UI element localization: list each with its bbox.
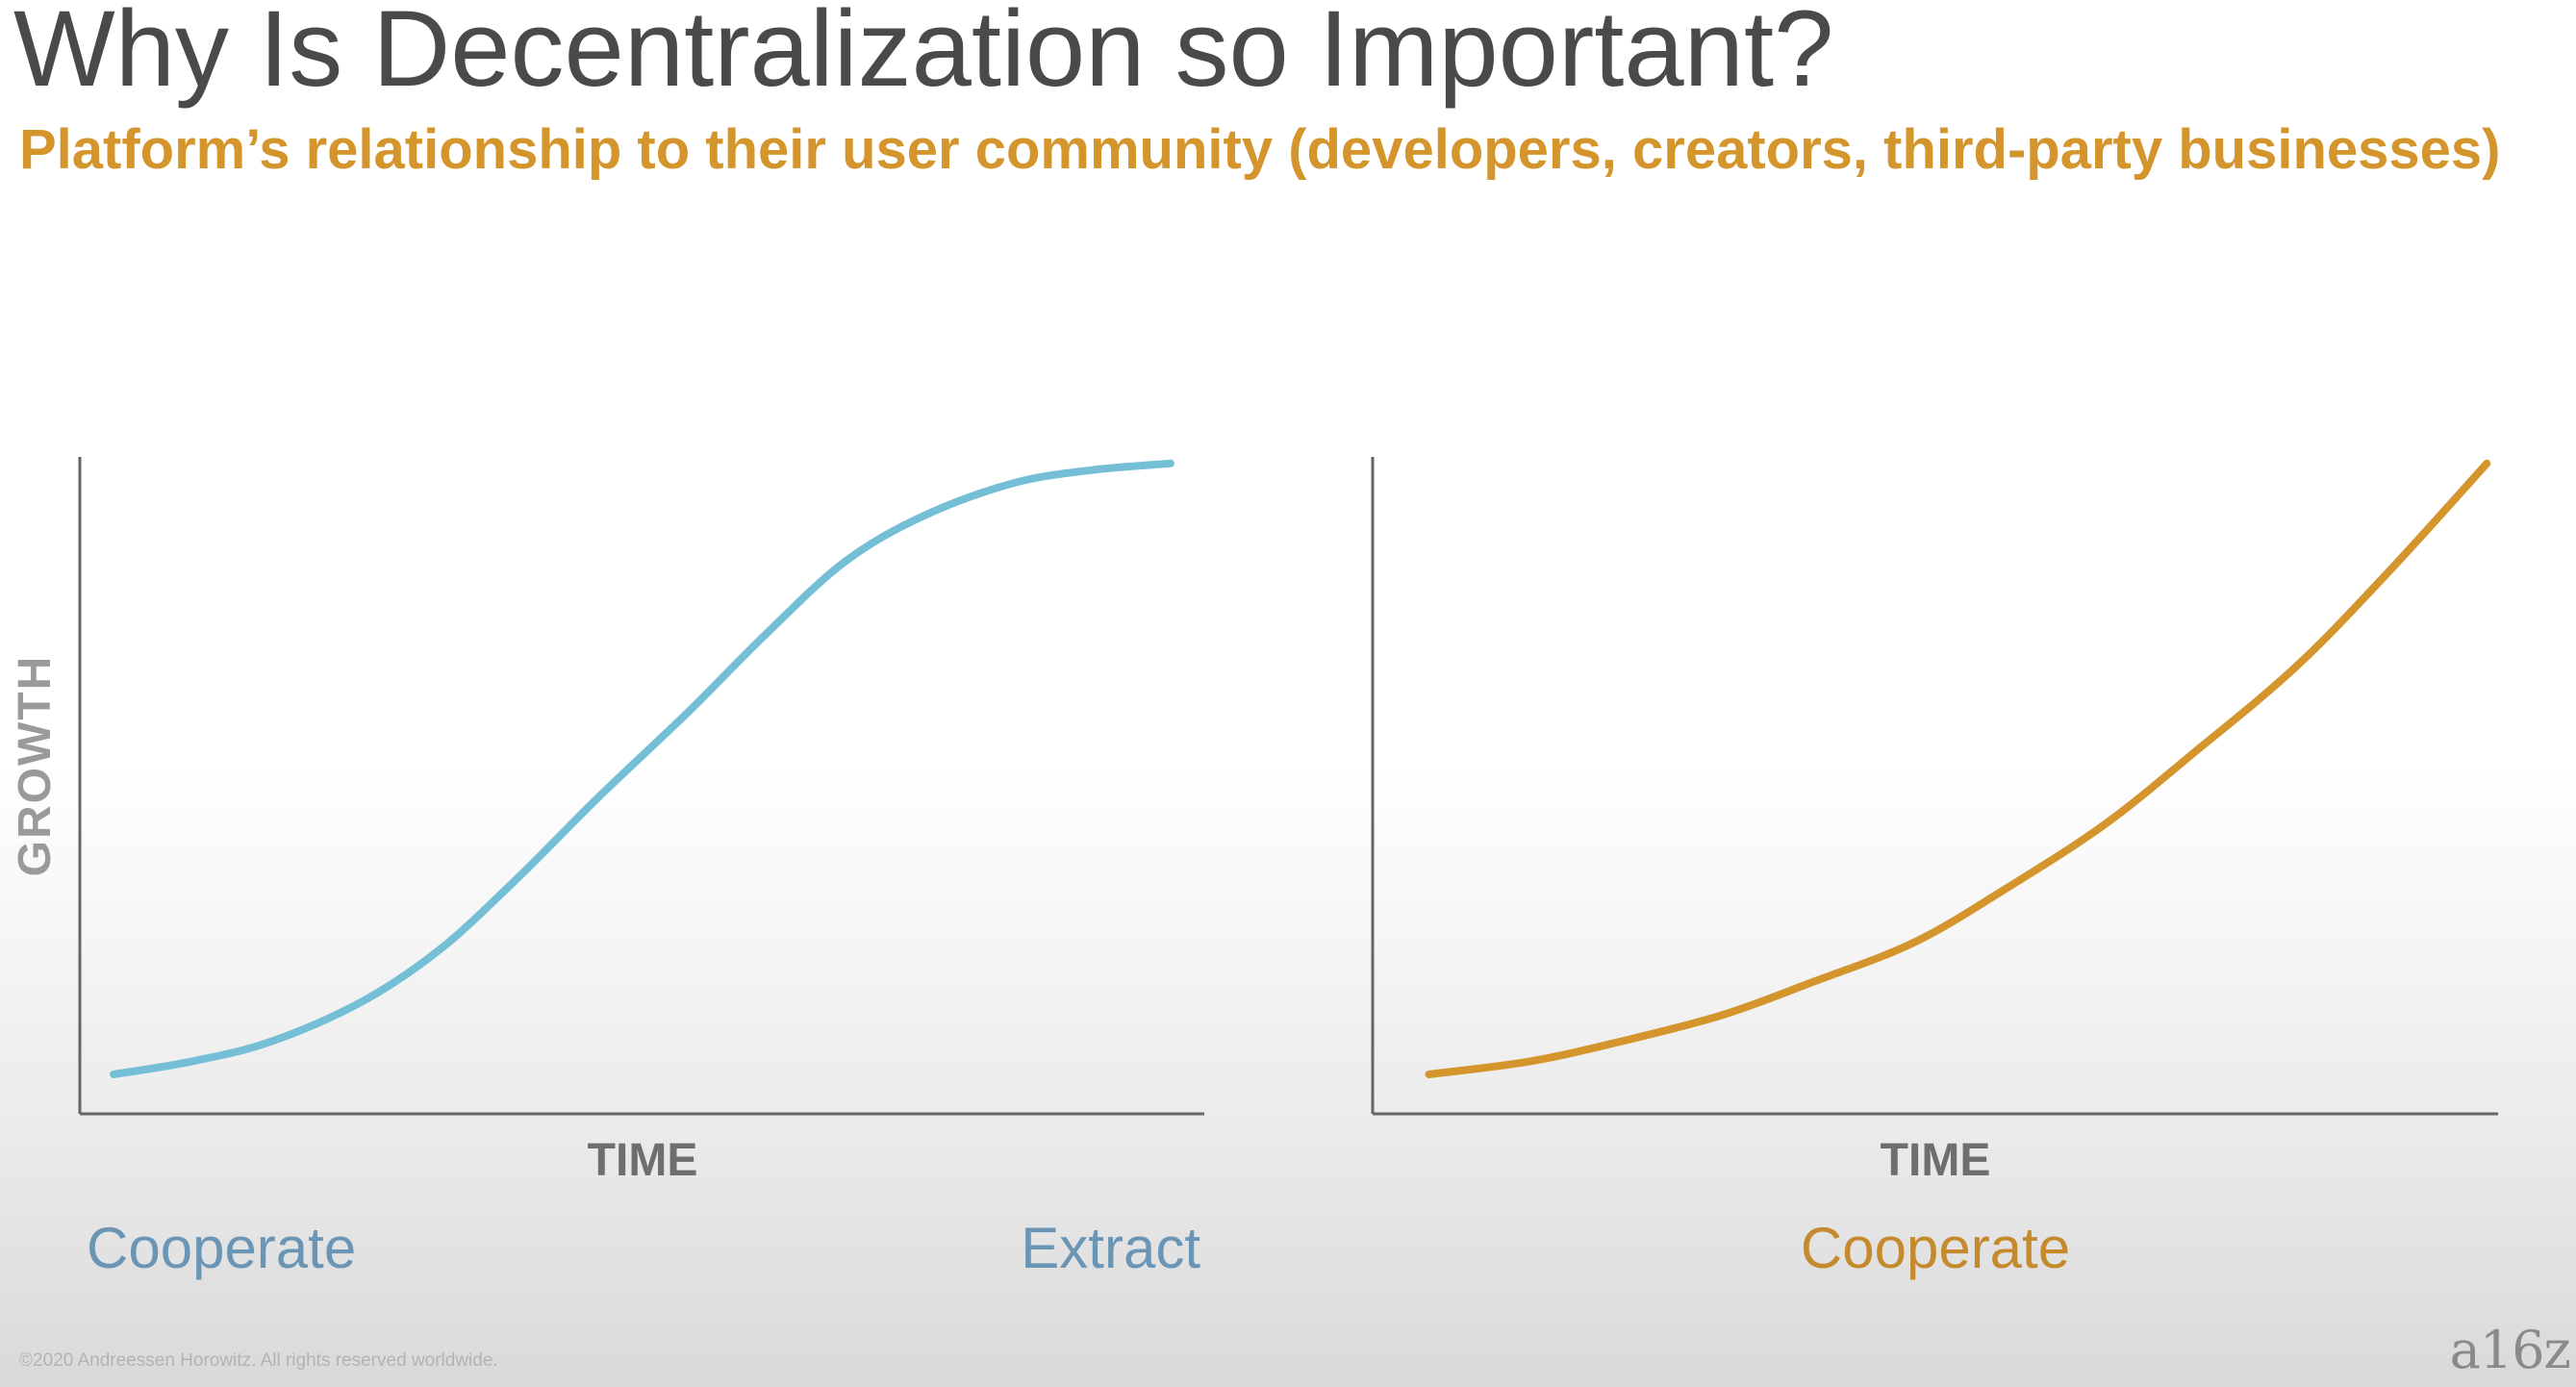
left-x-axis-label: TIME <box>588 1135 698 1186</box>
chart-right: TIME Cooperate <box>1371 457 2498 1280</box>
left-annotation-cooperate: Cooperate <box>87 1216 356 1280</box>
left-y-axis-label: GROWTH <box>10 655 61 877</box>
copyright-notice: ©2020 Andreessen Horowitz. All rights re… <box>19 1350 498 1371</box>
left-annotation-extract: Extract <box>1021 1216 1200 1280</box>
left-growth-line <box>110 459 1174 1078</box>
right-x-axis-label: TIME <box>1881 1135 1991 1186</box>
right-growth-line <box>1425 459 2491 1078</box>
right-annotation-cooperate: Cooperate <box>1801 1216 2070 1280</box>
a16z-logo: a16z <box>2449 1320 2571 1380</box>
slide-title: Why Is Decentralization so Important? <box>13 0 1834 109</box>
chart-left: GROWTH TIME Cooperate Extract <box>10 457 1204 1280</box>
slide-subtitle: Platform’s relationship to their user co… <box>19 118 2501 181</box>
